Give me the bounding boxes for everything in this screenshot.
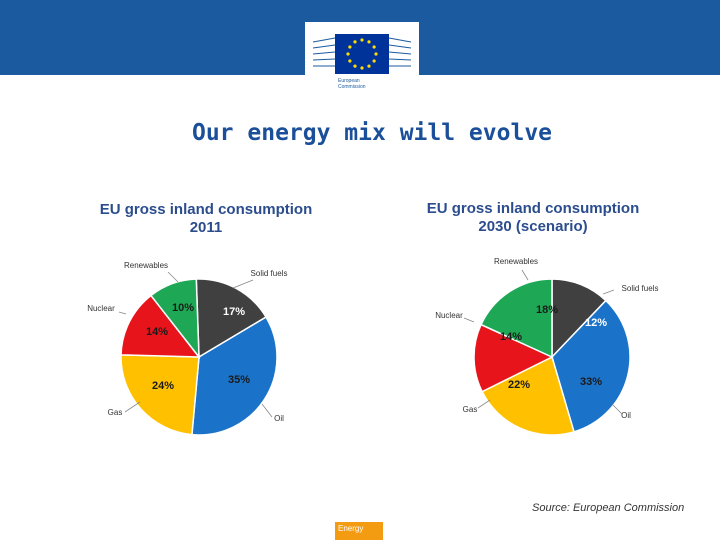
leader-line — [118, 311, 127, 315]
pie-slice-renewables — [480, 278, 553, 359]
eu-star-icon — [346, 52, 350, 56]
chart-2011-title: EU gross inland consumption 2011 — [99, 201, 313, 236]
leader-line — [477, 399, 491, 409]
pie-slice-gas — [120, 354, 200, 436]
pie-slice-solid-fuels — [551, 278, 607, 359]
eu-star-icon — [372, 45, 376, 49]
category-label: Gas — [108, 408, 123, 417]
category-label: Oil — [621, 411, 631, 420]
pie-slice-nuclear — [120, 294, 201, 358]
leader-line — [602, 289, 615, 295]
eu-star-icon — [372, 59, 376, 63]
pie-chart-2030: 12% Solid fuels 33% Oil 22% Gas 14% Nuclear 18% R… — [435, 257, 659, 436]
slide-title: Our energy mix will evolve — [191, 120, 553, 146]
leader-line — [261, 403, 273, 418]
eu-star-icon — [367, 64, 371, 68]
leader-line — [611, 403, 623, 415]
footer-energy-tab[interactable]: Energy — [335, 522, 383, 540]
category-label: Nuclear — [87, 304, 115, 313]
eu-star-icon — [360, 38, 364, 42]
data-label: 12% — [585, 317, 607, 329]
eu-star-icon — [353, 64, 357, 68]
pie-slice-oil — [191, 316, 278, 436]
european-commission-logo: European Commission — [305, 22, 419, 96]
category-label: Renewables — [124, 261, 168, 270]
pie-chart-2011: 17% Solid fuels 35% Oil 24% Gas 14% Nuclear 10% R… — [87, 261, 288, 436]
data-label: 14% — [500, 331, 522, 343]
category-label: Renewables — [494, 257, 538, 266]
leader-line — [521, 269, 529, 281]
data-label: 33% — [580, 376, 602, 388]
pie-slice-solid-fuels — [195, 278, 268, 359]
leader-line — [463, 317, 475, 323]
pie-slice-gas — [481, 355, 575, 436]
eu-star-icon — [367, 40, 371, 44]
eu-star-icon — [348, 59, 352, 63]
pie-slice-nuclear — [473, 323, 554, 393]
eu-star-icon — [374, 52, 378, 56]
eu-star-icon — [353, 40, 357, 44]
data-label: 17% — [223, 306, 245, 318]
data-label: 18% — [536, 304, 558, 316]
eu-star-icon — [360, 66, 364, 70]
source-note: Source: European Commission — [532, 502, 685, 514]
leader-line — [232, 279, 254, 289]
category-label: Solid fuels — [622, 284, 659, 293]
leader-line — [167, 271, 179, 283]
leader-line — [124, 401, 141, 413]
category-label: Oil — [274, 414, 284, 423]
data-label: 22% — [508, 379, 530, 391]
logo-wordmark: European Commission — [338, 78, 366, 90]
commission-building-icon — [312, 34, 412, 74]
pie-slice-renewables — [149, 278, 200, 360]
data-label: 14% — [146, 326, 168, 338]
category-label: Gas — [463, 405, 478, 414]
category-label: Solid fuels — [251, 269, 288, 278]
data-label: 24% — [152, 380, 174, 392]
pie-slice-oil — [551, 299, 631, 433]
data-label: 35% — [228, 374, 250, 386]
eu-star-icon — [348, 45, 352, 49]
category-label: Nuclear — [435, 311, 463, 320]
chart-2030-title: EU gross inland consumption 2030 (scenar… — [426, 200, 640, 235]
data-label: 10% — [172, 302, 194, 314]
